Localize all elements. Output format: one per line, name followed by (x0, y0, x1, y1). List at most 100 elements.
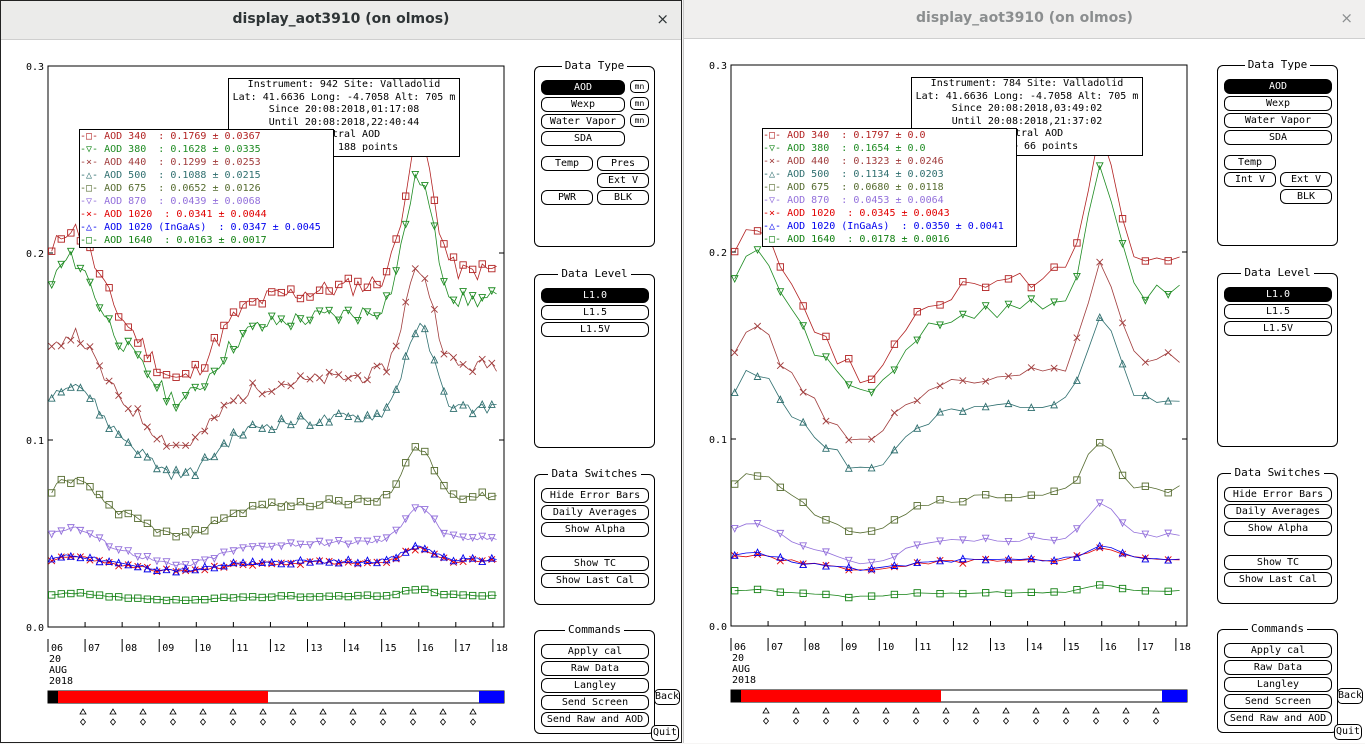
show-alpha-button[interactable]: Show Alpha (1224, 521, 1332, 536)
timeline-evening (1162, 690, 1187, 702)
x-tick-label: 18 (1179, 642, 1191, 653)
blk-button[interactable]: BLK (597, 190, 649, 205)
pres-button[interactable]: Pres (597, 156, 649, 171)
data-point (1027, 532, 1036, 541)
sda-button[interactable]: SDA (1224, 130, 1332, 145)
show-alpha-button[interactable]: Show Alpha (541, 522, 649, 537)
temp-button[interactable]: Temp (1224, 155, 1276, 170)
title-bar[interactable]: display_aot3910 (on olmos) × (684, 0, 1365, 39)
raw-data-button[interactable]: Raw Data (541, 661, 649, 676)
data-point (440, 590, 448, 599)
data-point (248, 593, 257, 601)
date-label: 20 AUG 2018 (49, 654, 73, 687)
data-point (86, 394, 94, 402)
hide-error-bars-button[interactable]: Hide Error Bars (1224, 487, 1332, 502)
daily-averages-button[interactable]: Daily Averages (541, 505, 649, 520)
send-screen-button[interactable]: Send Screen (541, 695, 649, 710)
aod-button[interactable]: AOD (1224, 79, 1332, 94)
send-screen-button[interactable]: Send Screen (1224, 694, 1332, 709)
data-point (1072, 552, 1081, 561)
show-last-cal-button[interactable]: Show Last Cal (541, 573, 649, 588)
title-bar[interactable]: display_aot3910 (on olmos) × (1, 1, 681, 40)
data-point (1141, 587, 1150, 595)
send-raw-aod-button[interactable]: Send Raw and AOD (541, 712, 649, 727)
data-point (363, 376, 371, 384)
wexp-button[interactable]: Wexp (541, 97, 625, 112)
ext-v-button[interactable]: Ext V (597, 173, 649, 188)
series-6 (731, 544, 1180, 574)
back-button[interactable]: Back (1337, 688, 1363, 704)
data-point (958, 554, 967, 563)
hide-error-bars-button[interactable]: Hide Error Bars (541, 488, 649, 503)
level-l15-button[interactable]: L1.5 (541, 305, 649, 320)
blk-button[interactable]: BLK (1280, 189, 1332, 204)
data-point (306, 316, 314, 325)
data-point (478, 399, 487, 408)
timeline-marker (1032, 707, 1040, 714)
data-point (753, 585, 762, 594)
quit-button[interactable]: Quit (651, 725, 679, 741)
raw-data-button[interactable]: Raw Data (1224, 660, 1332, 675)
series-4 (731, 439, 1180, 535)
data-point (799, 302, 807, 310)
level-l15v-button[interactable]: L1.5V (541, 322, 649, 337)
level-l10-button[interactable]: L1.0 (541, 288, 649, 303)
water-vapor-button[interactable]: Water Vapor (1224, 113, 1332, 128)
data-point (1050, 263, 1058, 271)
data-point (1096, 258, 1104, 266)
apply-cal-button[interactable]: Apply cal (541, 644, 649, 659)
show-last-cal-button[interactable]: Show Last Cal (1224, 572, 1332, 587)
data-point (844, 381, 853, 390)
series-line (734, 442, 1180, 534)
data-point (440, 481, 448, 490)
pwr-button[interactable]: PWR (541, 190, 593, 205)
data-point (845, 436, 853, 444)
data-point (753, 520, 762, 528)
series-line (734, 260, 1180, 441)
level-l15-button[interactable]: L1.5 (1224, 304, 1332, 319)
langley-button[interactable]: Langley (1224, 677, 1332, 692)
level-l10-button[interactable]: L1.0 (1224, 287, 1332, 302)
daily-averages-button[interactable]: Daily Averages (1224, 504, 1332, 519)
close-icon[interactable]: × (656, 10, 669, 28)
data-point (382, 267, 391, 276)
data-point (353, 316, 362, 325)
temp-button[interactable]: Temp (541, 156, 593, 171)
data-point (210, 452, 219, 461)
data-point (373, 408, 381, 417)
chart-legend: -□- AOD 340 : 0.1769 ± 0.0367 -▽- AOD 380… (79, 129, 334, 248)
timeline-marker (762, 717, 770, 725)
sda-button[interactable]: SDA (541, 131, 625, 146)
data-point (411, 443, 419, 451)
data-point (776, 362, 784, 370)
wexp-button[interactable]: Wexp (1224, 96, 1332, 111)
int-v-button[interactable]: Int V (1224, 172, 1276, 187)
data-point (799, 542, 808, 551)
show-tc-button[interactable]: Show TC (1224, 555, 1332, 570)
series-line (51, 446, 497, 539)
water-vapor-mn-button[interactable]: mn (630, 114, 649, 127)
quit-button[interactable]: Quit (1334, 724, 1362, 740)
level-l15v-button[interactable]: L1.5V (1224, 321, 1332, 336)
aod-mn-button[interactable]: mn (630, 80, 649, 93)
apply-cal-button[interactable]: Apply cal (1224, 643, 1332, 658)
langley-button[interactable]: Langley (541, 678, 649, 693)
data-point (1050, 588, 1058, 596)
data-point (249, 379, 257, 387)
data-point (296, 593, 305, 601)
aod-button[interactable]: AOD (541, 80, 625, 95)
back-button[interactable]: Back (654, 689, 680, 705)
data-point (1027, 364, 1035, 372)
show-tc-button[interactable]: Show TC (541, 556, 649, 571)
data-point (162, 465, 171, 474)
water-vapor-button[interactable]: Water Vapor (541, 114, 625, 129)
data-point (459, 533, 468, 542)
data-point (822, 417, 830, 425)
legend-label: AOD 1640 : 0.0163 ± 0.0017 (104, 235, 267, 246)
send-raw-aod-button[interactable]: Send Raw and AOD (1224, 711, 1332, 726)
data-point (239, 509, 247, 517)
close-icon[interactable]: × (1340, 9, 1353, 27)
data-point (468, 409, 477, 418)
ext-v-button[interactable]: Ext V (1280, 172, 1332, 187)
wexp-mn-button[interactable]: mn (630, 97, 649, 110)
